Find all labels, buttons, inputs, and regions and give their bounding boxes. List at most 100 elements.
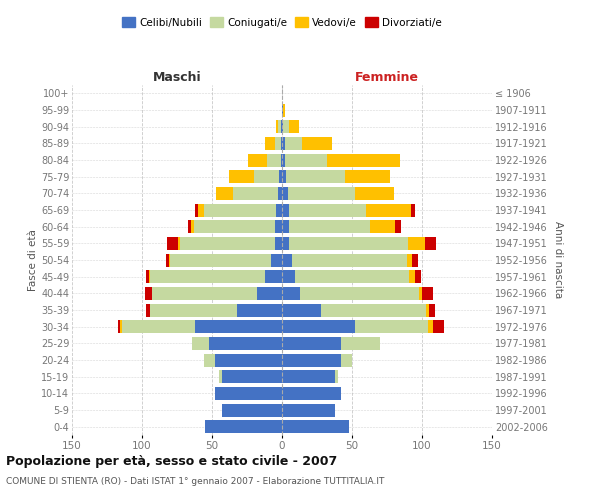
Bar <box>265 270 282 283</box>
Bar <box>282 404 335 416</box>
Bar <box>302 137 332 150</box>
Bar <box>266 154 281 166</box>
Bar <box>248 154 266 166</box>
Bar <box>433 320 445 333</box>
Bar <box>408 237 425 250</box>
Legend: Celibi/Nubili, Coniugati/e, Vedovi/e, Divorziati/e: Celibi/Nubili, Coniugati/e, Vedovi/e, Di… <box>118 13 446 32</box>
Bar <box>327 154 400 166</box>
Bar <box>166 254 169 266</box>
Bar <box>233 187 278 200</box>
Bar <box>422 287 433 300</box>
Bar <box>286 170 345 183</box>
Bar <box>275 237 282 250</box>
Bar <box>321 304 426 316</box>
Text: COMUNE DI STIENTA (RO) - Dati ISTAT 1° gennaio 2007 - Elaborazione TUTTITALIA.IT: COMUNE DI STIENTA (RO) - Dati ISTAT 1° g… <box>6 478 385 486</box>
Bar <box>282 304 321 316</box>
Bar <box>191 220 194 233</box>
Bar <box>282 387 341 400</box>
Text: Femmine: Femmine <box>355 71 419 84</box>
Bar <box>282 170 286 183</box>
Bar <box>151 270 265 283</box>
Y-axis label: Anni di nascita: Anni di nascita <box>553 222 563 298</box>
Bar <box>289 204 366 216</box>
Bar <box>278 120 281 133</box>
Bar <box>152 287 257 300</box>
Bar <box>151 304 237 316</box>
Bar <box>254 170 279 183</box>
Bar <box>229 170 254 183</box>
Text: Maschi: Maschi <box>152 71 202 84</box>
Bar <box>292 254 407 266</box>
Bar <box>355 187 394 200</box>
Bar <box>188 220 191 233</box>
Bar <box>395 220 401 233</box>
Bar <box>289 120 299 133</box>
Bar <box>193 337 209 350</box>
Bar <box>271 254 282 266</box>
Bar <box>119 320 122 333</box>
Text: Popolazione per età, sesso e stato civile - 2007: Popolazione per età, sesso e stato civil… <box>6 455 337 468</box>
Bar <box>429 304 434 316</box>
Bar <box>287 187 355 200</box>
Bar <box>282 287 300 300</box>
Bar <box>366 204 411 216</box>
Bar <box>180 237 275 250</box>
Bar <box>277 204 282 216</box>
Bar <box>425 237 436 250</box>
Bar <box>282 104 283 117</box>
Bar <box>335 370 338 383</box>
Bar <box>419 287 422 300</box>
Bar <box>285 154 327 166</box>
Bar <box>282 254 292 266</box>
Bar <box>215 354 282 366</box>
Bar <box>169 254 170 266</box>
Bar <box>216 187 233 200</box>
Bar <box>170 254 271 266</box>
Bar <box>203 204 277 216</box>
Bar <box>409 270 415 283</box>
Bar <box>370 220 395 233</box>
Bar <box>257 287 282 300</box>
Bar <box>167 237 178 250</box>
Bar <box>281 120 282 133</box>
Bar <box>426 304 429 316</box>
Bar <box>282 320 355 333</box>
Bar <box>282 154 285 166</box>
Bar <box>203 354 215 366</box>
Bar <box>355 320 428 333</box>
Bar <box>341 354 352 366</box>
Bar <box>295 270 409 283</box>
Bar <box>282 137 285 150</box>
Bar <box>145 287 152 300</box>
Bar <box>282 270 295 283</box>
Bar <box>198 204 203 216</box>
Bar <box>412 254 418 266</box>
Bar <box>282 237 289 250</box>
Bar <box>194 220 275 233</box>
Bar <box>289 237 408 250</box>
Bar <box>341 337 380 350</box>
Bar <box>195 204 198 216</box>
Bar <box>300 287 419 300</box>
Bar <box>146 270 149 283</box>
Bar <box>411 204 415 216</box>
Bar <box>205 420 282 433</box>
Bar <box>215 387 282 400</box>
Bar <box>345 170 390 183</box>
Bar <box>149 270 151 283</box>
Bar <box>428 320 433 333</box>
Bar <box>283 104 285 117</box>
Bar <box>277 120 278 133</box>
Bar <box>415 270 421 283</box>
Bar <box>195 320 282 333</box>
Bar <box>285 137 302 150</box>
Bar <box>275 220 282 233</box>
Bar <box>122 320 195 333</box>
Bar <box>281 137 282 150</box>
Y-axis label: Fasce di età: Fasce di età <box>28 229 38 291</box>
Bar <box>146 304 151 316</box>
Bar <box>222 404 282 416</box>
Bar <box>278 187 282 200</box>
Bar <box>282 370 335 383</box>
Bar <box>282 220 289 233</box>
